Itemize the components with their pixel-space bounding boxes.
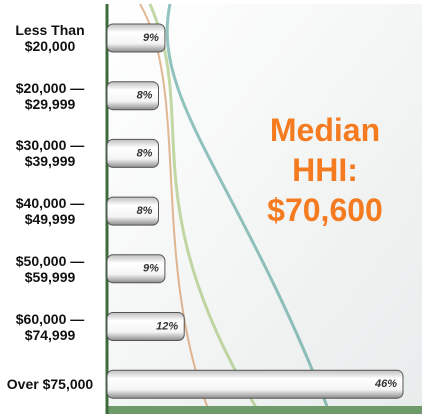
chart: 9% 8% 8% 8% 9% 12% 46% Median HHI: $70,600 Les… (0, 0, 422, 414)
category-label: Over $75,000 (0, 376, 100, 392)
value-label: 46% (374, 378, 397, 390)
floor (107, 406, 422, 414)
value-label: 8% (137, 147, 153, 159)
category-label: $20,000 — $29,999 (0, 80, 100, 112)
value-label: 8% (137, 205, 153, 217)
category-label: $40,000 — $49,999 (0, 195, 100, 227)
category-label: $50,000 — $59,999 (0, 253, 100, 285)
category-label: Less Than $20,000 (0, 22, 100, 54)
category-label: $60,000 — $74,999 (0, 311, 100, 343)
value-label: 12% (156, 320, 178, 332)
category-label: $30,000 — $39,999 (0, 137, 100, 169)
annotation: Median HHI: $70,600 (250, 110, 400, 230)
value-label: 9% (143, 263, 159, 275)
value-label: 9% (143, 32, 159, 44)
bar (107, 370, 403, 398)
value-label: 8% (137, 90, 153, 102)
